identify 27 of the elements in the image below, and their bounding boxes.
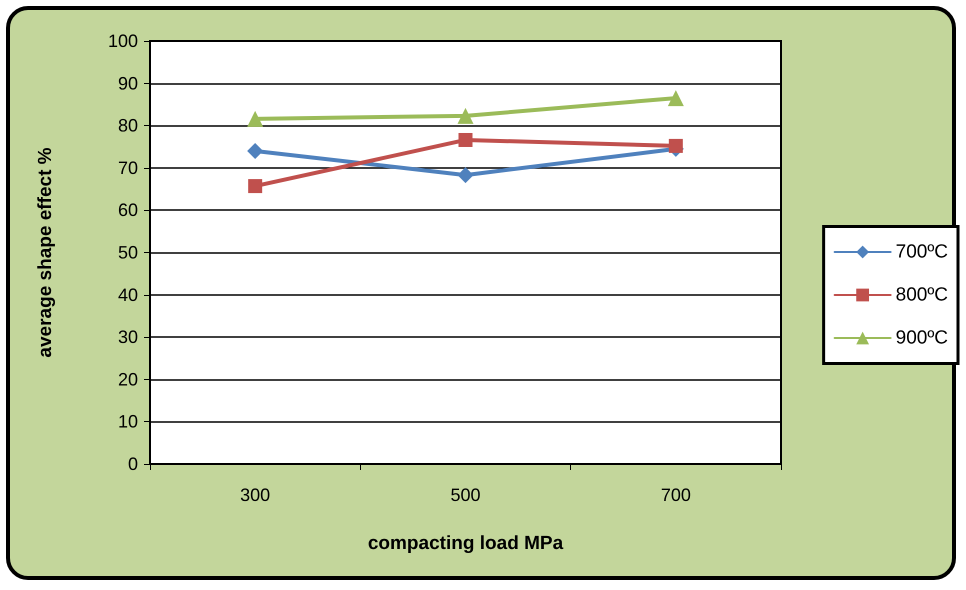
x-tick-label: 500 — [450, 485, 481, 505]
point — [458, 167, 474, 184]
y-tick-label: 0 — [128, 454, 138, 474]
point — [247, 110, 264, 127]
y-tick-label: 100 — [108, 31, 138, 51]
point — [458, 108, 474, 124]
x-axis-title: compacting load MPa — [368, 533, 564, 554]
y-tick-label: 40 — [118, 284, 138, 305]
x-tick-label: 700 — [660, 485, 691, 505]
y-tick-label: 60 — [118, 200, 138, 220]
point — [458, 132, 472, 147]
y-tick-label: 20 — [118, 369, 138, 390]
point — [668, 90, 684, 106]
point — [247, 142, 264, 159]
y-axis-title: average shape effect % — [35, 147, 56, 358]
point — [668, 138, 683, 153]
point — [248, 179, 262, 194]
legend-label: 900ºC — [896, 328, 948, 348]
legend-label: 800ºC — [896, 284, 948, 306]
y-tick-label: 30 — [118, 327, 138, 348]
legend-label: 700ºC — [896, 242, 948, 262]
y-tick-label: 70 — [118, 158, 138, 178]
y-tick-label: 50 — [118, 242, 138, 262]
y-tick-label: 10 — [118, 412, 138, 432]
y-tick-label: 80 — [118, 116, 138, 136]
x-tick-label: 300 — [240, 485, 270, 505]
y-tick-label: 90 — [118, 73, 138, 94]
